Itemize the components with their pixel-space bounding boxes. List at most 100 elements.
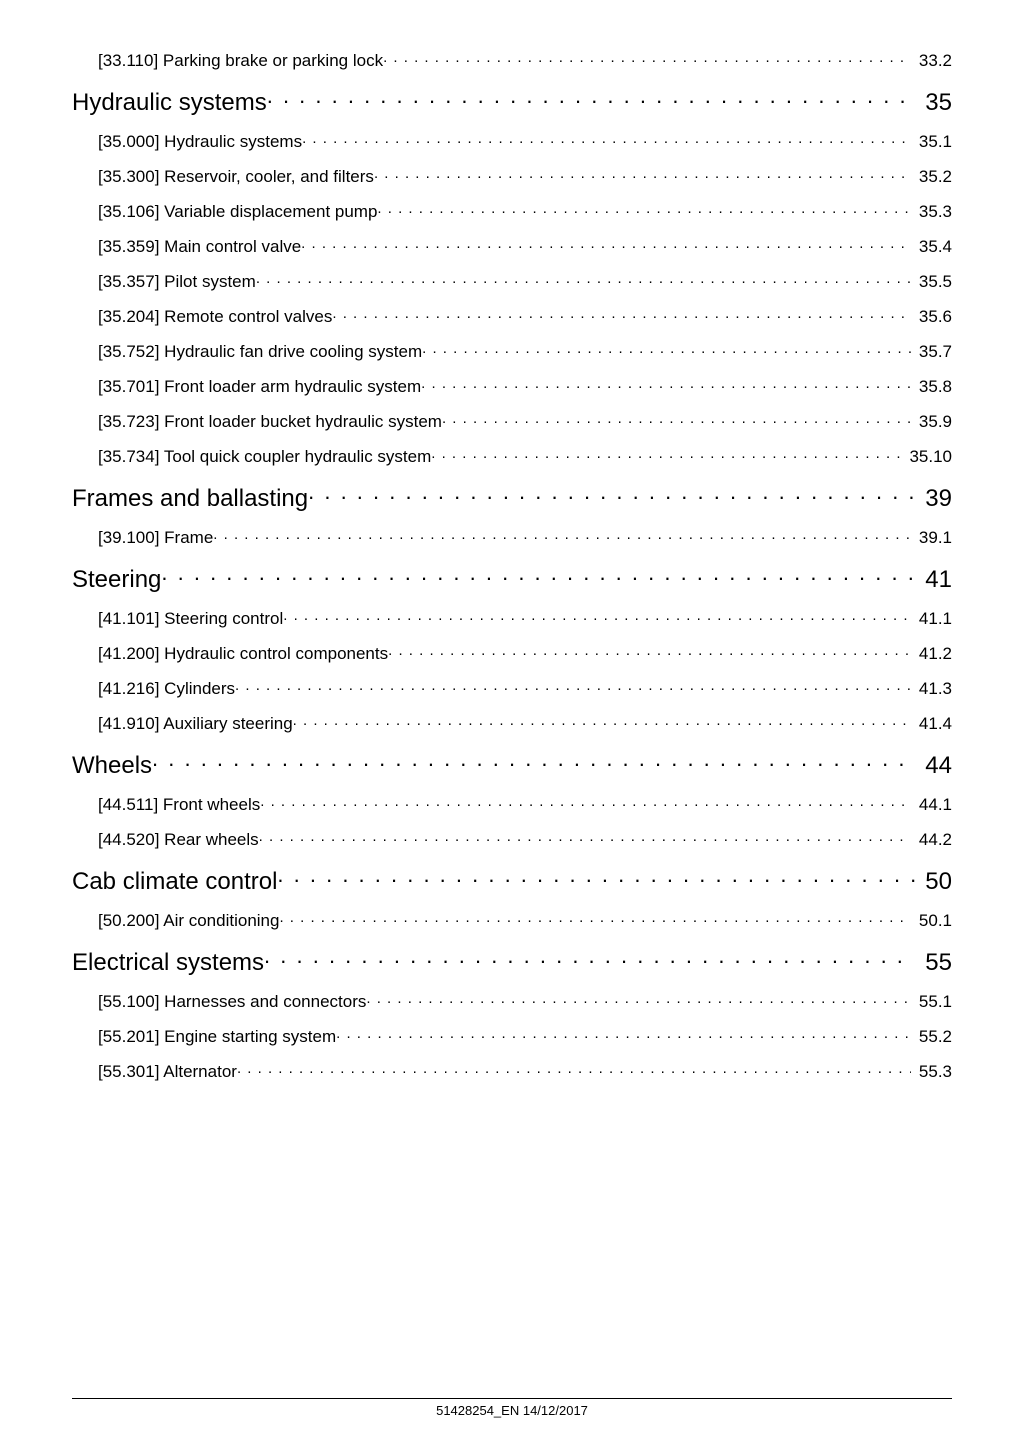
toc-label: [39.100] Frame — [98, 528, 213, 548]
toc-sub-row: [50.200] Air conditioning 50.1 — [98, 910, 952, 931]
toc-leader-dots — [302, 131, 911, 147]
toc-sub-row: [41.910] Auxiliary steering 41.4 — [98, 713, 952, 734]
toc-page-number: 44.2 — [911, 830, 952, 850]
toc-page-number: 35.3 — [911, 202, 952, 222]
toc-sub-row: [41.101] Steering control41.1 — [98, 608, 952, 629]
toc-page-number: 35.1 — [911, 132, 952, 152]
toc-leader-dots — [267, 94, 916, 110]
toc-label: Frames and ballasting — [72, 485, 308, 513]
toc-page-number: 41.4 — [911, 714, 952, 734]
toc-leader-dots — [366, 991, 911, 1007]
toc-leader-dots — [336, 1026, 911, 1042]
toc-sub-row: [35.106] Variable displacement pump 35.3 — [98, 201, 952, 222]
toc-label: [35.723] Front loader bucket hydraulic s… — [98, 412, 442, 432]
toc-leader-dots — [237, 1061, 911, 1077]
toc-label: Electrical systems — [72, 949, 264, 977]
toc-label: Wheels — [72, 752, 152, 780]
toc-leader-dots — [431, 446, 901, 462]
toc-page-number: 35.5 — [911, 272, 952, 292]
toc-label: [35.701] Front loader arm hydraulic syst… — [98, 377, 421, 397]
toc-page-number: 41 — [915, 566, 952, 594]
toc-page-number: 50 — [915, 868, 952, 896]
toc-leader-dots — [377, 201, 910, 217]
toc-leader-dots — [301, 236, 911, 252]
toc-section-row: Steering 41 — [72, 566, 952, 594]
toc-leader-dots — [332, 306, 911, 322]
toc-label: [35.204] Remote control valves — [98, 307, 332, 327]
toc-page-number: 35.8 — [911, 377, 952, 397]
toc-sub-row: [44.511] Front wheels 44.1 — [98, 794, 952, 815]
toc-label: [35.300] Reservoir, cooler, and filters — [98, 167, 374, 187]
toc-label: [35.106] Variable displacement pump — [98, 202, 377, 222]
toc-label: [55.100] Harnesses and connectors — [98, 992, 366, 1012]
footer-rule — [72, 1398, 952, 1399]
toc-page-number: 35.2 — [911, 167, 952, 187]
toc-sub-row: [35.701] Front loader arm hydraulic syst… — [98, 376, 952, 397]
toc-leader-dots — [264, 954, 915, 970]
toc-label: Cab climate control — [72, 868, 277, 896]
toc-sub-row: [41.216] Cylinders 41.3 — [98, 678, 952, 699]
toc-sub-row: [35.734] Tool quick coupler hydraulic sy… — [98, 446, 952, 467]
toc-sub-row: [44.520] Rear wheels 44.2 — [98, 829, 952, 850]
toc-page-number: 35.6 — [911, 307, 952, 327]
page-footer: 51428254_EN 14/12/2017 — [72, 1398, 952, 1418]
toc-leader-dots — [161, 571, 915, 587]
toc-label: Steering — [72, 566, 161, 594]
toc-label: [35.357] Pilot system — [98, 272, 256, 292]
toc-sub-row: [35.300] Reservoir, cooler, and filters 3… — [98, 166, 952, 187]
toc-page-number: 35.10 — [901, 447, 952, 467]
toc-leader-dots — [213, 527, 911, 543]
toc-leader-dots — [283, 608, 911, 624]
toc-page-number: 41.3 — [911, 679, 952, 699]
toc-section-row: Frames and ballasting 39 — [72, 485, 952, 513]
toc-sub-row: [35.000] Hydraulic systems35.1 — [98, 131, 952, 152]
toc-label: [41.200] Hydraulic control components — [98, 644, 388, 664]
toc-leader-dots — [383, 50, 911, 66]
toc-leader-dots — [235, 678, 911, 694]
toc-page-number: 39.1 — [911, 528, 952, 548]
toc-page-number: 35.7 — [911, 342, 952, 362]
table-of-contents: [33.110] Parking brake or parking lock 33… — [72, 50, 952, 1082]
toc-label: [44.511] Front wheels — [98, 795, 260, 815]
toc-page-number: 44.1 — [911, 795, 952, 815]
toc-label: Hydraulic systems — [72, 89, 267, 117]
toc-sub-row: [55.201] Engine starting system55.2 — [98, 1026, 952, 1047]
toc-leader-dots — [308, 490, 915, 506]
toc-label: [41.910] Auxiliary steering — [98, 714, 293, 734]
toc-leader-dots — [422, 341, 911, 357]
toc-leader-dots — [259, 829, 911, 845]
toc-page-number: 50.1 — [911, 911, 952, 931]
toc-label: [35.359] Main control valve — [98, 237, 301, 257]
toc-page-number: 35 — [915, 89, 952, 117]
toc-page-number: 55.2 — [911, 1027, 952, 1047]
toc-label: [33.110] Parking brake or parking lock — [98, 51, 383, 71]
toc-page-number: 39 — [915, 485, 952, 513]
toc-page-number: 35.9 — [911, 412, 952, 432]
toc-label: [35.752] Hydraulic fan drive cooling sys… — [98, 342, 422, 362]
toc-label: [35.734] Tool quick coupler hydraulic sy… — [98, 447, 431, 467]
toc-page-number: 41.2 — [911, 644, 952, 664]
toc-sub-row: [33.110] Parking brake or parking lock 33… — [98, 50, 952, 71]
toc-page-number: 55.1 — [911, 992, 952, 1012]
toc-leader-dots — [256, 271, 911, 287]
toc-sub-row: [55.100] Harnesses and connectors 55.1 — [98, 991, 952, 1012]
toc-label: [41.216] Cylinders — [98, 679, 235, 699]
toc-section-row: Cab climate control 50 — [72, 868, 952, 896]
toc-leader-dots — [374, 166, 911, 182]
toc-leader-dots — [388, 643, 911, 659]
toc-page-number: 41.1 — [911, 609, 952, 629]
toc-sub-row: [35.752] Hydraulic fan drive cooling sys… — [98, 341, 952, 362]
toc-label: [50.200] Air conditioning — [98, 911, 279, 931]
toc-sub-row: [35.204] Remote control valves 35.6 — [98, 306, 952, 327]
toc-leader-dots — [442, 411, 911, 427]
toc-leader-dots — [152, 757, 915, 773]
toc-label: [44.520] Rear wheels — [98, 830, 259, 850]
toc-section-row: Electrical systems55 — [72, 949, 952, 977]
toc-label: [55.301] Alternator — [98, 1062, 237, 1082]
footer-text: 51428254_EN 14/12/2017 — [72, 1403, 952, 1418]
toc-sub-row: [39.100] Frame 39.1 — [98, 527, 952, 548]
toc-sub-row: [55.301] Alternator55.3 — [98, 1061, 952, 1082]
toc-sub-row: [35.357] Pilot system 35.5 — [98, 271, 952, 292]
toc-page-number: 33.2 — [911, 51, 952, 71]
toc-sub-row: [35.723] Front loader bucket hydraulic s… — [98, 411, 952, 432]
